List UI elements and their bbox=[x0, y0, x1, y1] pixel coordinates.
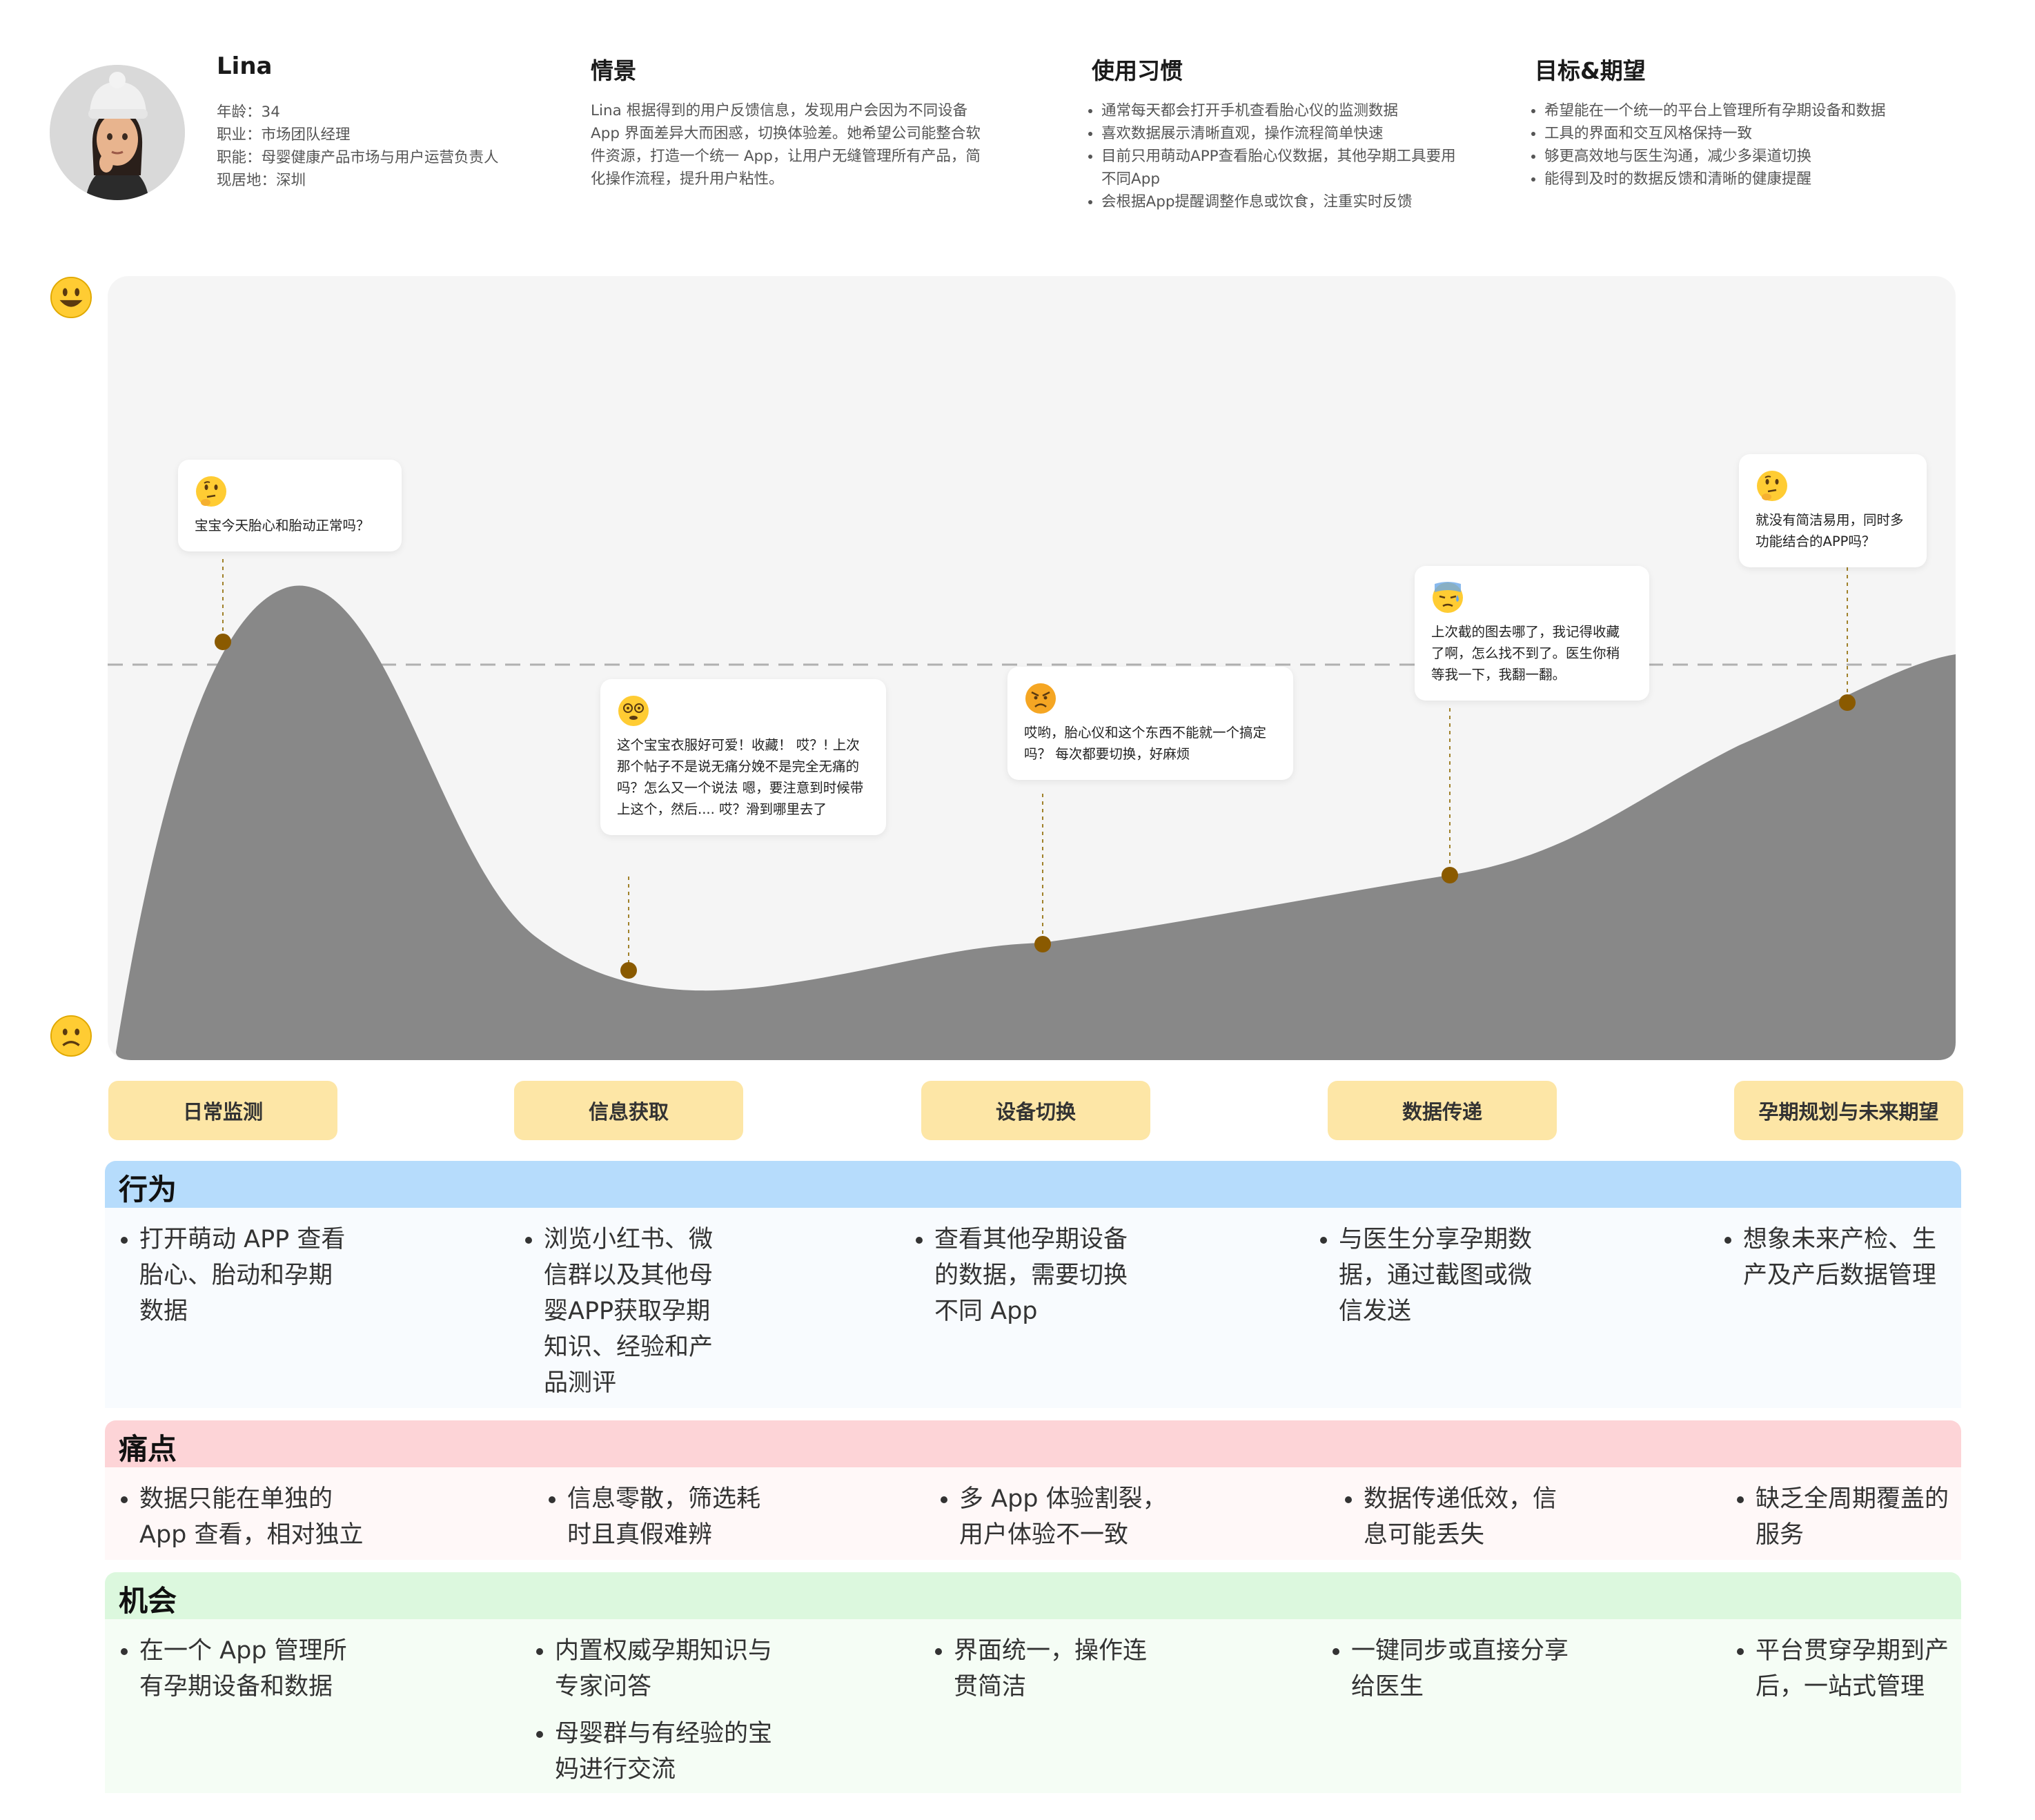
emotion-point bbox=[1839, 694, 1856, 711]
thought-bubble-info: 这个宝宝衣服好可爱！收藏！ 哎？! 上次那个帖子不是说无痛分娩不是完全无痛的吗？… bbox=[600, 679, 886, 835]
stage-info-gathering: 信息获取 bbox=[514, 1081, 743, 1140]
behavior-cell: 想象未来产检、生产及产后数据管理 bbox=[1718, 1222, 1953, 1304]
goals-list: 希望能在一个统一的平台上管理所有孕期设备和数据 工具的界面和交互风格保持一致 够… bbox=[1526, 99, 1968, 190]
emotion-point bbox=[620, 962, 637, 979]
stage-data-transfer: 数据传递 bbox=[1328, 1081, 1557, 1140]
habit-item: 会根据App提醒调整作息或饮食，注重实时反馈 bbox=[1101, 190, 1470, 213]
goal-item: 能得到及时的数据反馈和清晰的健康提醒 bbox=[1544, 168, 1968, 190]
behavior-title: 行为 bbox=[119, 1173, 177, 1206]
persona-job: 职业：市场团队经理 bbox=[217, 126, 351, 144]
thought-bubble-future: 就没有简洁易用，同时多功能结合的APP吗？ bbox=[1739, 454, 1927, 567]
sweat-face-icon bbox=[1433, 582, 1463, 613]
thinking-face-icon bbox=[1757, 471, 1787, 501]
goal-item: 工具的界面和交互风格保持一致 bbox=[1544, 122, 1968, 145]
opportunity-body: 在一个 App 管理所有孕期设备和数据 内置权威孕期知识与专家问答母婴群与有经验… bbox=[105, 1619, 1961, 1793]
habit-item: 通常每天都会打开手机查看胎心仪的监测数据 bbox=[1101, 99, 1470, 122]
persona-age: 年龄：34 bbox=[217, 104, 280, 121]
pain-title: 痛点 bbox=[119, 1432, 177, 1466]
thinking-face-icon bbox=[196, 476, 226, 507]
opportunity-cell: 在一个 App 管理所有孕期设备和数据 bbox=[115, 1633, 363, 1716]
goal-item: 够更高效地与医生沟通，减少多渠道切换 bbox=[1544, 145, 1968, 168]
thought-text: 就没有简洁易用，同时多功能结合的APP吗？ bbox=[1756, 512, 1904, 549]
habits-title: 使用习惯 bbox=[1092, 57, 1183, 84]
stage-daily-monitoring: 日常监测 bbox=[108, 1081, 337, 1140]
thought-text: 哎哟，胎心仪和这个东西不能就一个搞定吗？ 每次都要切换，好麻烦 bbox=[1024, 725, 1267, 762]
behavior-cell: 与医生分享孕期数据，通过截图或微信发送 bbox=[1314, 1222, 1549, 1340]
goal-item: 希望能在一个统一的平台上管理所有孕期设备和数据 bbox=[1544, 99, 1968, 122]
thought-bubble-daily: 宝宝今天胎心和胎动正常吗？ bbox=[178, 460, 402, 551]
emotion-point bbox=[1442, 867, 1458, 883]
pain-cell: 多 App 体验割裂，用户体验不一致 bbox=[934, 1481, 1169, 1564]
persona-role: 职能：母婴健康产品市场与用户运营负责人 bbox=[217, 149, 499, 166]
sad-face-icon bbox=[50, 1015, 92, 1057]
scenario-text: Lina 根据得到的用户反馈信息，发现用户会因为不同设备 App 界面差异大而困… bbox=[591, 102, 981, 188]
persona-details: 年龄：34 职业：市场团队经理 职能：母婴健康产品市场与用户运营负责人 现居地：… bbox=[217, 101, 499, 192]
behavior-body: 打开萌动 APP 查看胎心、胎动和孕期数据 浏览小红书、微信群以及其他母婴APP… bbox=[105, 1208, 1961, 1408]
opportunity-cell: 一键同步或直接分享给医生 bbox=[1326, 1633, 1575, 1716]
thought-bubble-data: 上次截的图去哪了，我记得收藏了啊，怎么找不到了。医生你稍等我一下，我翻一翻。 bbox=[1415, 566, 1649, 701]
emotion-point bbox=[215, 634, 231, 650]
opportunity-cell: 界面统一，操作连贯简洁 bbox=[929, 1633, 1163, 1716]
scenario-title: 情景 bbox=[591, 57, 636, 84]
stage-device-switching: 设备切换 bbox=[921, 1081, 1150, 1140]
habits-list: 通常每天都会打开手机查看胎心仪的监测数据 喜欢数据展示清晰直观，操作流程简单快速… bbox=[1083, 99, 1470, 213]
opportunity-header: 机会 bbox=[105, 1572, 1961, 1619]
thought-text: 宝宝今天胎心和胎动正常吗？ bbox=[195, 518, 370, 534]
emotion-curve-chart bbox=[108, 559, 1956, 1060]
pain-cell: 缺乏全周期覆盖的服务 bbox=[1731, 1481, 1952, 1564]
opportunity-cell: 内置权威孕期知识与专家问答母婴群与有经验的宝妈进行交流 bbox=[530, 1633, 778, 1799]
pain-cell: 信息零散，筛选耗时且真假难辨 bbox=[542, 1481, 777, 1564]
opportunity-cell: 平台贯穿孕期到产后，一站式管理 bbox=[1731, 1633, 1952, 1716]
thought-text: 这个宝宝衣服好可爱！收藏！ 哎？! 上次那个帖子不是说无痛分娩不是完全无痛的吗？… bbox=[617, 737, 864, 817]
memoji-avatar-icon bbox=[50, 65, 185, 200]
behavior-cell: 浏览小红书、微信群以及其他母婴APP获取孕期知识、经验和产品测评 bbox=[519, 1222, 726, 1412]
persona-location: 现居地：深圳 bbox=[217, 172, 306, 189]
angry-face-icon bbox=[1025, 683, 1056, 714]
emotion-point bbox=[1034, 936, 1051, 952]
dizzy-face-icon bbox=[618, 696, 649, 726]
behavior-header: 行为 bbox=[105, 1161, 1961, 1208]
goals-title: 目标&期望 bbox=[1535, 57, 1646, 84]
happy-face-icon bbox=[50, 276, 92, 319]
emotion-area bbox=[116, 585, 1956, 1060]
pain-body: 数据只能在单独的 App 查看，相对独立 信息零散，筛选耗时且真假难辨 多 Ap… bbox=[105, 1467, 1961, 1560]
habit-item: 喜欢数据展示清晰直观，操作流程简单快速 bbox=[1101, 122, 1470, 145]
pain-header: 痛点 bbox=[105, 1420, 1961, 1467]
habit-item: 目前只用萌动APP查看胎心仪数据，其他孕期工具要用不同App bbox=[1101, 145, 1470, 190]
persona-avatar bbox=[50, 65, 185, 200]
stage-future-planning: 孕期规划与未来期望 bbox=[1734, 1081, 1963, 1140]
behavior-cell: 查看其他孕期设备的数据，需要切换不同 App bbox=[910, 1222, 1144, 1340]
behavior-cell: 打开萌动 APP 查看胎心、胎动和孕期数据 bbox=[115, 1222, 349, 1340]
opportunity-title: 机会 bbox=[119, 1584, 177, 1618]
thought-bubble-switch: 哎哟，胎心仪和这个东西不能就一个搞定吗？ 每次都要切换，好麻烦 bbox=[1007, 667, 1293, 780]
thought-text: 上次截的图去哪了，我记得收藏了啊，怎么找不到了。医生你稍等我一下，我翻一翻。 bbox=[1431, 624, 1620, 683]
persona-name: Lina bbox=[217, 52, 273, 80]
pain-cell: 数据传递低效，信息可能丢失 bbox=[1339, 1481, 1573, 1564]
pain-cell: 数据只能在单独的 App 查看，相对独立 bbox=[115, 1481, 384, 1564]
